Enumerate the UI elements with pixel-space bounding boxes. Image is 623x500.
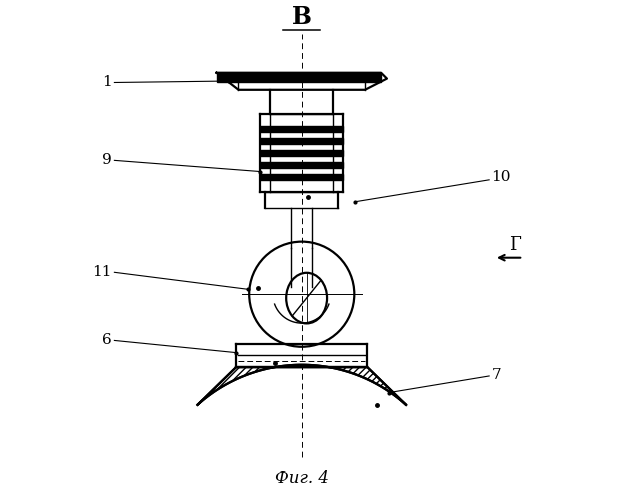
Bar [260,162,343,168]
Text: 11: 11 [92,266,112,280]
Bar [260,126,343,132]
Bar [260,174,343,180]
Bar [260,138,343,144]
Bar [260,150,343,156]
Text: В: В [292,5,312,29]
Text: Фиг. 4: Фиг. 4 [275,470,329,486]
Text: Г: Г [508,236,520,254]
Text: 7: 7 [492,368,501,382]
Text: 9: 9 [102,154,112,168]
Text: 1: 1 [102,76,112,90]
Polygon shape [197,365,406,405]
Text: 10: 10 [492,170,511,184]
Text: 6: 6 [102,334,112,347]
Bar [217,73,381,82]
